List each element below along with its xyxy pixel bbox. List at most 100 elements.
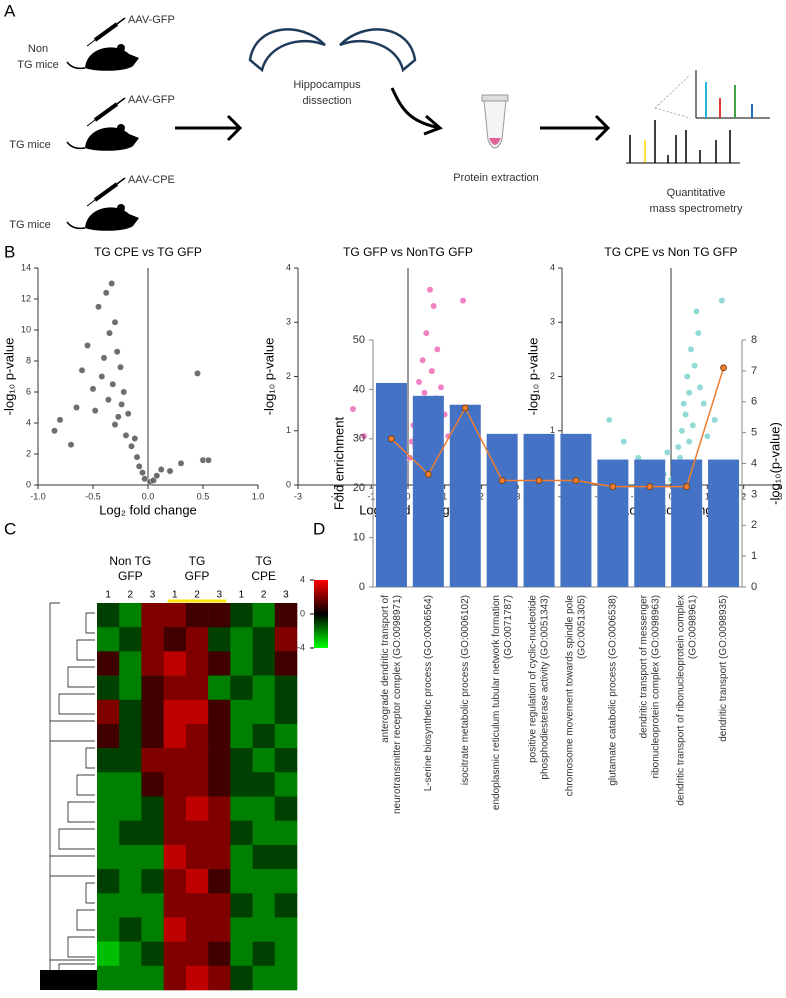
heatmap-cell	[119, 748, 142, 773]
heatmap-cell	[208, 893, 231, 918]
syringe-plunger	[116, 17, 126, 25]
tube-sample	[489, 138, 501, 145]
point	[419, 356, 427, 364]
heatmap-cell	[185, 748, 209, 773]
point	[703, 432, 711, 440]
point	[102, 289, 110, 297]
heatmap-cell	[274, 748, 298, 773]
y-tick-label: 3	[550, 317, 555, 327]
column-label: 2	[128, 590, 134, 601]
y-tick-label: 3	[286, 317, 291, 327]
x-tick-label: (GO:0071787)	[503, 595, 514, 659]
heatmap-cell	[163, 723, 187, 749]
y-axis-label: Fold enrichment	[331, 417, 346, 511]
point	[692, 307, 700, 315]
y-tick-label: 40	[353, 383, 365, 395]
point	[114, 413, 122, 421]
heatmap-cell	[141, 603, 164, 628]
heatmap-cell	[252, 723, 276, 749]
point	[166, 467, 174, 475]
syringe	[93, 22, 119, 42]
line-marker	[572, 477, 580, 484]
heatmap-cell	[119, 796, 142, 821]
y-tick-label: 1	[550, 425, 555, 435]
point	[459, 297, 467, 304]
heatmap-cell	[119, 941, 142, 967]
heatmap-cell	[274, 675, 298, 701]
column-label: 3	[216, 590, 222, 601]
point	[131, 435, 139, 442]
heatmap-cell	[97, 844, 120, 870]
virus-label: AAV-GFP	[128, 94, 175, 106]
heatmap-cell	[163, 603, 187, 628]
heatmap-cell	[208, 627, 231, 652]
heatmap-cell	[163, 917, 187, 942]
heatmap-cell	[119, 651, 142, 676]
heatmap-cell	[274, 723, 298, 749]
heatmap-cell	[185, 893, 209, 918]
group-label: Non TG	[109, 554, 151, 568]
heatmap-cell	[141, 917, 164, 942]
arrow	[540, 114, 611, 142]
y2-tick-label: 8	[751, 334, 757, 346]
point	[141, 475, 149, 483]
mouse-tail	[66, 221, 86, 230]
bar	[671, 459, 703, 587]
heatmap-cell	[141, 772, 164, 797]
x-tick-label: glutamate catabolic process (GO:0006538)	[607, 595, 618, 786]
heatmap-cell	[230, 627, 253, 652]
heatmap-cell	[97, 651, 120, 676]
y-tick-label: 8	[26, 355, 31, 365]
mouse-tail	[66, 141, 86, 150]
heatmap-cell	[274, 941, 298, 967]
point	[433, 345, 441, 353]
y-tick-label: 0	[26, 479, 31, 489]
heatmap-cell	[141, 893, 164, 918]
syringe	[93, 182, 119, 202]
heatmap-cell	[97, 893, 120, 918]
y-tick-label: 2	[26, 448, 31, 458]
heatmap-cell	[141, 965, 164, 991]
x-tick-label: phosphodiesterase activity (GO:0051343)	[540, 595, 551, 780]
y-tick-label: 10	[353, 532, 365, 544]
heatmap-cell	[119, 965, 142, 991]
heatmap-cell	[230, 651, 253, 676]
x-tick-label: 2	[479, 491, 484, 501]
y-axis-label: -log₁₀ p-value	[261, 338, 276, 416]
colorbar-label: 0	[300, 608, 305, 618]
heatmap-cell	[185, 723, 209, 749]
y-tick-label: 1	[286, 425, 291, 435]
colorbar-label: -4	[297, 642, 305, 652]
mouse-ear	[117, 124, 125, 132]
heatmap-cell	[208, 603, 231, 628]
point	[84, 342, 91, 349]
y2-tick-label: 4	[751, 457, 757, 469]
column-label: 3	[283, 590, 289, 601]
bar	[708, 459, 740, 587]
heatmap-cell	[208, 965, 231, 991]
heatmap-cell	[97, 820, 120, 846]
heatmap-cell	[163, 893, 187, 918]
heatmap-cell	[163, 627, 187, 652]
point	[150, 476, 157, 484]
point	[685, 389, 693, 397]
heatmap-cell	[230, 844, 253, 870]
heatmap-cell	[252, 796, 276, 821]
point	[687, 345, 695, 353]
line	[390, 367, 725, 488]
heatmap-cell	[141, 699, 164, 725]
group-label: TG	[255, 554, 272, 568]
heatmap-cell	[97, 723, 120, 749]
point	[109, 380, 117, 388]
point	[117, 363, 124, 371]
y-axis-label: -log₁₀ p-value	[1, 338, 16, 416]
x-tick-label: chromosome movement towards spindle pole	[565, 595, 576, 797]
y-tick-label: 2	[286, 371, 291, 381]
heatmap-cell	[163, 820, 187, 846]
heatmap-cell	[141, 796, 164, 821]
heatmap-cell	[252, 699, 276, 725]
heatmap-cell	[252, 893, 276, 918]
mouse-tail	[66, 61, 86, 70]
tube-cap	[481, 94, 509, 102]
